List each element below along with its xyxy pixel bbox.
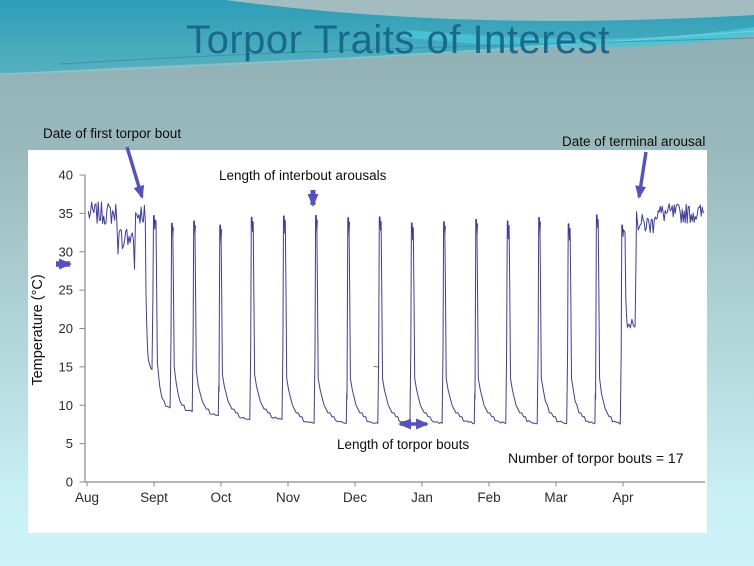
y-tick-label: 10 bbox=[59, 398, 73, 413]
label-terminal-arousal: Date of terminal arousal bbox=[562, 134, 706, 149]
x-tick-label: Jan bbox=[411, 490, 433, 505]
label-first-torpor-bout: Date of first torpor bout bbox=[43, 126, 182, 141]
partial-glyph: ~ bbox=[373, 360, 381, 374]
x-tick-label: Oct bbox=[210, 490, 231, 505]
cyan-accent-band bbox=[400, 27, 754, 48]
x-tick-label: Mar bbox=[544, 490, 568, 505]
page-title: Torpor Traits of Interest bbox=[186, 18, 610, 62]
x-tick-label: Apr bbox=[612, 490, 634, 505]
y-tick-label: 20 bbox=[59, 321, 73, 336]
y-tick-label: 30 bbox=[59, 244, 73, 259]
thin-wave-line-dark bbox=[59, 37, 754, 65]
label-interbout-arousals: Length of interbout arousals bbox=[219, 168, 387, 183]
x-tick-label: Aug bbox=[75, 490, 99, 505]
label-torpor-bout-length: Length of torpor bouts bbox=[337, 437, 470, 452]
temperature-line-chart: 0 5 10 15 20 25 30 35 40 Aug Sept Oct Nov Dec Jan Feb Ma… bbox=[30, 168, 705, 505]
y-tick-label: 0 bbox=[66, 475, 73, 490]
y-tick-label: 15 bbox=[59, 359, 73, 374]
x-tick-label: Dec bbox=[343, 490, 367, 505]
y-tick-label: 25 bbox=[59, 283, 73, 298]
x-tick-label: Feb bbox=[477, 490, 500, 505]
y-tick-label: 35 bbox=[59, 206, 73, 221]
label-torpor-bout-count: Number of torpor bouts = 17 bbox=[508, 450, 684, 466]
y-axis-title: Temperature (°C) bbox=[30, 274, 46, 385]
gray-top-swoosh bbox=[225, 0, 754, 21]
x-tick-label: Sept bbox=[140, 490, 168, 505]
body-temperature-trace bbox=[87, 201, 705, 425]
y-tick-label: 40 bbox=[59, 168, 73, 183]
x-tick-label: Nov bbox=[276, 490, 300, 505]
chart-panel: 0 5 10 15 20 25 30 35 40 Aug Sept Oct Nov Dec Jan Feb Ma… bbox=[28, 150, 707, 533]
y-tick-label: 5 bbox=[66, 436, 73, 451]
axes bbox=[84, 175, 705, 483]
thin-wave-line-light bbox=[0, 30, 754, 75]
